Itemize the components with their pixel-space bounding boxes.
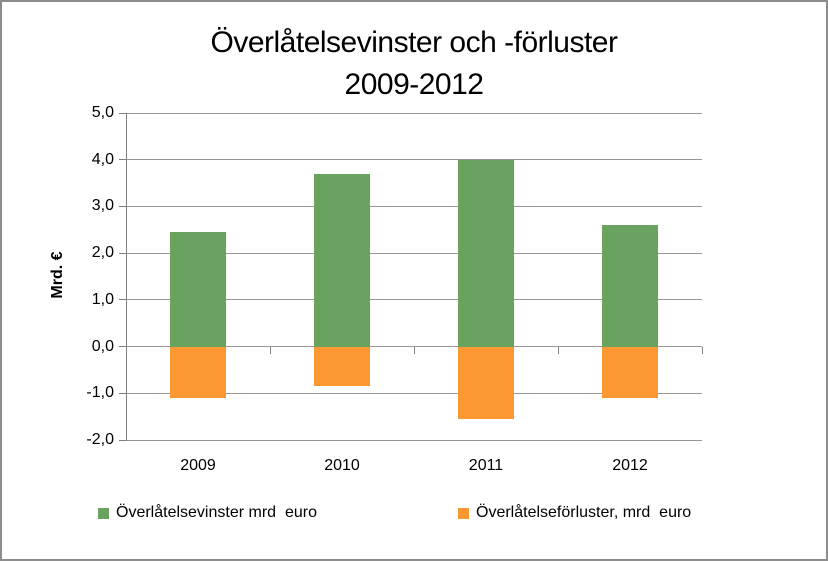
x-category-label: 2010 xyxy=(324,457,360,474)
chart-title: Överlåtelsevinster och -förluster 2009-2… xyxy=(2,22,826,106)
bar-losses-2012 xyxy=(602,346,658,398)
y-axis-line xyxy=(126,113,127,441)
x-axis-tick xyxy=(558,347,559,355)
y-axis-tick xyxy=(119,252,126,254)
x-category-label: 2009 xyxy=(180,457,216,474)
gridline xyxy=(126,205,702,207)
y-tick-label: -2,0 xyxy=(86,431,114,448)
y-axis-tick xyxy=(119,299,126,301)
gridline xyxy=(126,112,702,114)
y-tick-label: 0,0 xyxy=(91,337,114,355)
y-tick-label: 2,0 xyxy=(91,244,114,262)
bar-gains-2012 xyxy=(602,225,658,347)
y-axis-tick xyxy=(119,346,126,348)
x-category-label: 2011 xyxy=(468,457,504,474)
legend-label-losses: Överlåtelseförluster, mrd euro xyxy=(476,504,692,521)
chart-title-line1: Överlåtelsevinster och -förluster xyxy=(210,26,619,59)
y-tick-label: -1,0 xyxy=(86,384,114,402)
x-axis-tick xyxy=(702,347,703,355)
gridline xyxy=(126,159,702,161)
legend-swatch-losses xyxy=(458,507,469,519)
gridline xyxy=(126,392,702,394)
gridline xyxy=(126,299,702,301)
bar-losses-2009 xyxy=(170,346,226,398)
y-axis-tick xyxy=(119,205,126,207)
chart-title-line2: 2009-2012 xyxy=(344,68,484,101)
gridline xyxy=(126,252,702,254)
y-axis-tick xyxy=(119,112,126,114)
bar-gains-2011 xyxy=(458,159,514,347)
y-tick-label: 5,0 xyxy=(91,104,114,121)
bar-gains-2009 xyxy=(170,232,226,347)
x-category-label: 2012 xyxy=(612,457,648,474)
x-axis-tick xyxy=(414,347,415,355)
bar-gains-2010 xyxy=(314,173,370,347)
y-tick-label: 4,0 xyxy=(91,150,114,168)
legend-label-gains: Överlåtelsevinster mrd euro xyxy=(116,504,317,521)
y-tick-label: 3,0 xyxy=(91,197,114,215)
legend-swatch-gains xyxy=(98,507,109,519)
bar-losses-2011 xyxy=(458,346,514,419)
legend-item-gains: Överlåtelsevinster mrd euro xyxy=(98,503,317,523)
gridline xyxy=(126,346,702,348)
y-axis-tick xyxy=(119,159,126,161)
gridline xyxy=(126,439,702,441)
legend-item-losses: Överlåtelseförluster, mrd euro xyxy=(458,503,691,523)
y-tick-label: 1,0 xyxy=(91,290,114,308)
y-axis-tick xyxy=(119,392,126,394)
y-axis-tick xyxy=(119,439,126,441)
x-axis-tick xyxy=(270,347,271,355)
bar-losses-2010 xyxy=(314,346,370,387)
